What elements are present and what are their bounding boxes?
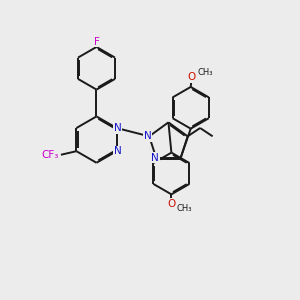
Text: CH₃: CH₃ — [197, 68, 213, 77]
Text: CF₃: CF₃ — [41, 150, 58, 160]
Text: CH₃: CH₃ — [177, 204, 192, 213]
Text: N: N — [114, 123, 122, 133]
Text: O: O — [187, 72, 195, 82]
Text: O: O — [167, 199, 175, 209]
Text: N: N — [143, 131, 151, 141]
Text: N: N — [114, 146, 122, 156]
Text: N: N — [152, 153, 159, 163]
Text: F: F — [94, 37, 99, 46]
